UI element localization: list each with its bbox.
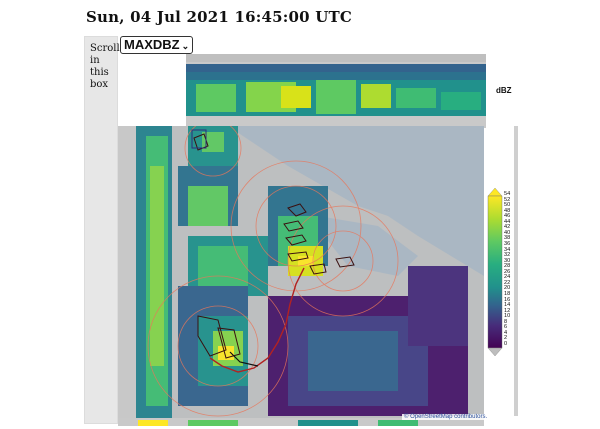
colorbar-tick-label: 48 <box>504 207 511 214</box>
colorbar-tick-label: 8 <box>504 318 508 325</box>
colorbar-tick-label: 38 <box>504 235 511 242</box>
colorbar-tick-label: 20 <box>504 285 511 292</box>
colorbar-tick-label: 14 <box>504 302 511 309</box>
colorbar-tick-label: 32 <box>504 252 511 259</box>
radar-range-rings <box>147 126 399 417</box>
bottom-cross-section-strip <box>118 418 484 426</box>
colorbar-tick-label: 0 <box>504 341 508 347</box>
colorbar-ticks: 54 52 50 48 46 44 42 40 38 36 34 32 30 28 26 24 22 20 18 16… <box>504 188 524 356</box>
colorbar-unit-label: dBZ <box>496 86 512 95</box>
top-cross-section-strip <box>186 54 486 128</box>
colorbar-tick-label: 42 <box>504 224 511 231</box>
colorbar-tick-label: 24 <box>504 274 511 281</box>
colorbar-tick-label: 16 <box>504 296 511 303</box>
colorbar-tick-label: 54 <box>504 191 511 197</box>
scroll-box[interactable]: Scroll in this box <box>84 36 120 424</box>
colorbar-tick-label: 50 <box>504 202 511 209</box>
scroll-hint-line: box <box>90 79 109 90</box>
colorbar <box>487 188 503 356</box>
scroll-hint-line: in <box>90 55 100 66</box>
colorbar-tick-label: 36 <box>504 241 511 247</box>
colorbar-min-arrow <box>487 347 503 356</box>
page-title: Sun, 04 Jul 2021 16:45:00 UTC <box>86 8 352 26</box>
scroll-hint-line: Scroll <box>90 43 120 54</box>
colorbar-tick-label: 4 <box>504 329 508 336</box>
colorbar-tick-label: 52 <box>504 196 511 203</box>
colorbar-max-arrow <box>487 188 503 197</box>
colorbar-tick-label: 40 <box>504 229 511 236</box>
map-attribution[interactable]: © OpenStreetMap contributors. <box>402 414 490 420</box>
colorbar-tick-label: 46 <box>504 213 511 220</box>
colorbar-tick-label: 44 <box>504 218 511 225</box>
map-scrollbar[interactable] <box>514 126 518 416</box>
page-margin-right <box>540 0 600 429</box>
colorbar-tick-label: 30 <box>504 257 511 264</box>
colorbar-tick-label: 12 <box>504 307 511 314</box>
colorbar-tick-label: 18 <box>504 291 511 297</box>
colorbar-tick-label: 22 <box>504 279 511 286</box>
colorbar-tick-label: 34 <box>504 246 511 253</box>
chevron-down-icon: ⌄ <box>181 41 190 51</box>
colorbar-tick-label: 28 <box>504 263 511 270</box>
colorbar-tick-label: 26 <box>504 268 511 275</box>
storm-cell-outlines <box>193 133 355 359</box>
scroll-hint: Scroll in this box <box>90 43 120 91</box>
colorbar-tick-label: 10 <box>504 313 511 320</box>
colorbar-tick-label: 2 <box>504 335 508 342</box>
variable-select[interactable]: MAXDBZ ⌄ <box>120 36 194 54</box>
radar-reflectivity <box>136 126 468 422</box>
storm-track-secondary <box>229 351 259 367</box>
colorbar-tick-label: 6 <box>504 324 508 331</box>
scroll-hint-line: this <box>90 67 109 78</box>
page-margin-left <box>0 0 58 429</box>
colorbar-gradient <box>487 195 503 349</box>
radar-map[interactable] <box>118 126 484 422</box>
variable-select-value: MAXDBZ <box>124 37 180 52</box>
storm-track <box>209 267 305 373</box>
